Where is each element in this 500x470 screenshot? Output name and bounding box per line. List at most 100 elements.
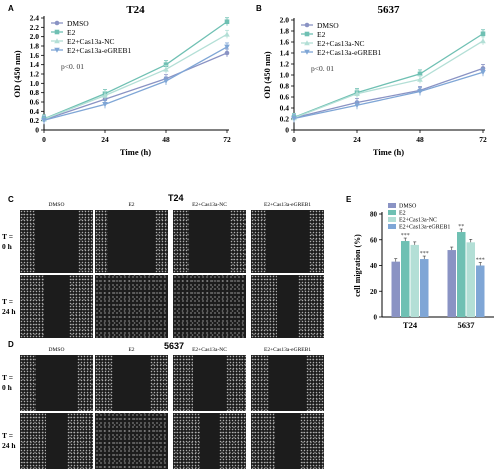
wound-healing-micrograph	[95, 355, 168, 411]
data-point	[417, 76, 423, 82]
cell-layer-right	[305, 355, 324, 411]
panel-d-title: 5637	[164, 341, 185, 351]
micrograph-column-label: E2+Cas13a-eGREB1	[263, 347, 312, 353]
cell-layer	[95, 275, 168, 338]
legend-swatch	[388, 203, 396, 208]
y-tick-label: 0.6	[280, 93, 290, 102]
y-tick-label: 2.4	[30, 14, 40, 23]
data-point	[163, 62, 169, 67]
legend-marker	[304, 40, 310, 46]
x-tick-label: 0	[42, 135, 46, 144]
significance-marker: ***	[476, 258, 485, 264]
data-point	[291, 116, 297, 122]
data-point	[354, 90, 360, 96]
y-tick-label: 1.8	[30, 42, 40, 51]
row-label-time: T =	[2, 296, 14, 306]
cell-layer-right	[149, 355, 168, 411]
x-tick-label: 24	[101, 135, 109, 144]
cell-layer-right	[69, 275, 93, 338]
panel-label-e: E	[346, 195, 352, 204]
wound-healing-micrograph	[20, 275, 93, 338]
series-line	[43, 52, 228, 121]
micrograph-row-label: T = 0 h	[2, 232, 13, 252]
x-axis-label: Time (h)	[373, 147, 404, 157]
panel-label-c: C	[8, 195, 14, 204]
cell-layer-left	[20, 275, 44, 338]
micrograph-row-label: T = 24 h	[2, 297, 16, 317]
cell-layer-right	[67, 413, 93, 469]
series-line	[293, 67, 484, 119]
legend-swatch	[388, 210, 396, 215]
data-point	[417, 89, 423, 95]
p-value-annotation: p<0. 01	[311, 64, 334, 73]
micrograph-column-label: DMSO	[48, 347, 65, 353]
micrograph-grid-5637: DMSO E2 E2+Cas13a-NC E2+Cas13a-eGREB1 T = 0 h…	[2, 347, 324, 469]
micrograph-grid-t24: DMSO E2 E2+Cas13a-NC E2+Cas13a-eGREB1 T = 0 h…	[0, 0, 340, 338]
y-tick-label: 0	[285, 126, 289, 135]
legend-label: E2	[317, 30, 326, 39]
cell-layer-left	[20, 413, 46, 469]
bar	[476, 265, 485, 317]
panel-c-title: T24	[168, 193, 184, 203]
y-tick-label: 1.0	[280, 71, 290, 80]
row-label-hours: 24 h	[2, 441, 16, 450]
wound-healing-micrograph	[95, 413, 168, 469]
x-tick-label: 72	[479, 135, 487, 144]
y-tick-label: 1.2	[280, 60, 290, 69]
row-label-hours: 0 h	[2, 241, 12, 251]
y-tick-label: 0	[374, 314, 378, 322]
wound-healing-micrograph	[20, 210, 93, 273]
x-tick-label: 0	[292, 135, 296, 144]
series-3	[291, 67, 486, 123]
row-label-time: T =	[2, 231, 14, 241]
legend-marker	[304, 22, 310, 28]
y-tick-label: 60	[370, 236, 378, 244]
legend-label: DMSO	[399, 204, 417, 210]
legend-swatch	[388, 217, 396, 222]
cell-layer-left	[20, 355, 37, 411]
y-tick-label: 1.6	[30, 51, 40, 60]
y-tick-label: 0.8	[30, 88, 40, 97]
cell-layer-right	[218, 413, 246, 469]
series-3	[41, 42, 230, 125]
row-label-hours: 0 h	[2, 383, 12, 392]
category-label: 5637	[458, 320, 476, 330]
bar	[401, 241, 410, 317]
micrograph-column-label: E2+Cas13a-eGREB1	[263, 202, 312, 208]
p-value-annotation: p<0. 01	[61, 62, 84, 71]
data-point	[480, 69, 486, 76]
wound-healing-micrograph	[251, 355, 324, 411]
x-tick-label: 24	[353, 135, 361, 144]
legend-label: E2+Cas13a-NC	[399, 218, 437, 224]
row-label-time: T =	[2, 373, 14, 382]
micrograph-row-label: T = 24 h	[2, 431, 16, 451]
y-tick-label: 1.0	[30, 79, 40, 88]
x-tick-label: 48	[416, 135, 424, 144]
y-tick-label: 0.2	[280, 115, 290, 124]
legend-marker	[54, 38, 60, 44]
significance-marker: **	[458, 224, 464, 230]
data-point	[224, 44, 230, 50]
cell-layer-left	[95, 355, 114, 411]
y-tick-label: 0	[35, 126, 39, 135]
wound-healing-micrograph	[95, 275, 168, 338]
legend-label: E2	[67, 28, 76, 37]
data-point	[417, 71, 423, 77]
cell-layer-right	[78, 210, 93, 273]
chart-title: 5637	[378, 4, 401, 16]
cell-layer-right	[309, 210, 324, 273]
significance-marker: ***	[420, 251, 429, 257]
data-point	[224, 31, 230, 37]
y-tick-label: 40	[370, 262, 378, 270]
micrograph-column-label: E2+Cas13a-NC	[192, 347, 227, 353]
x-axis-label: Time (h)	[120, 147, 151, 157]
micrograph-column-label: E2+Cas13a-NC	[192, 202, 227, 208]
row-label-hours: 24 h	[2, 306, 16, 316]
line-chart-t24: T2400.20.40.60.81.01.21.41.61.82.02.22.4…	[12, 4, 231, 157]
y-tick-label: 1.6	[280, 38, 290, 47]
cell-layer-right	[229, 210, 246, 273]
x-tick-label: 48	[162, 135, 170, 144]
data-point	[102, 102, 108, 108]
data-point	[354, 102, 360, 109]
wound-healing-micrograph	[20, 413, 93, 469]
